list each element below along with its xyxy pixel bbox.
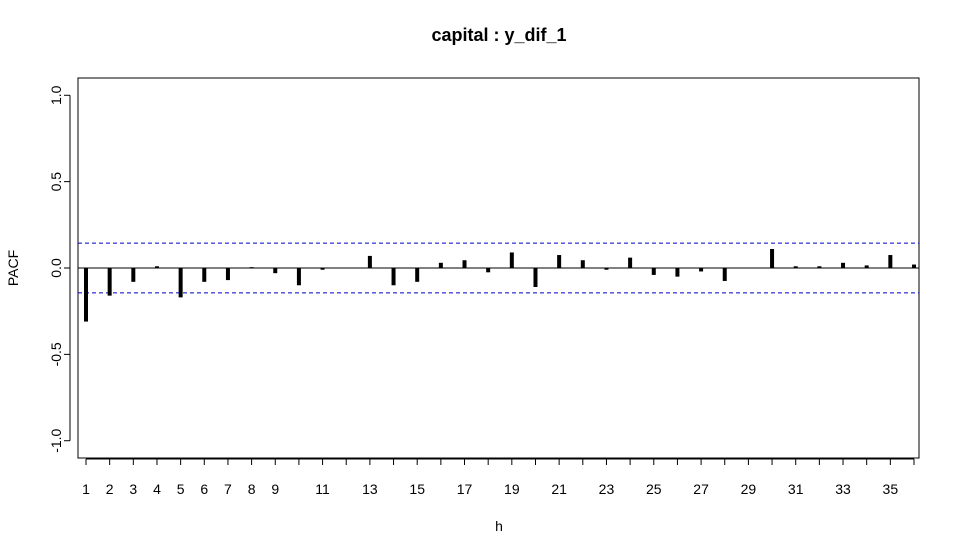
pacf-bar xyxy=(699,268,704,272)
x-tick-label: 9 xyxy=(271,481,279,497)
pacf-bar xyxy=(770,249,775,268)
x-tick-label: 5 xyxy=(177,481,185,497)
x-tick-label: 33 xyxy=(835,481,851,497)
x-tick-label: 7 xyxy=(224,481,232,497)
x-tick-label: 21 xyxy=(551,481,567,497)
x-tick-label: 13 xyxy=(362,481,378,497)
pacf-bar xyxy=(344,268,349,269)
pacf-bar xyxy=(296,268,301,286)
pacf-bar xyxy=(178,268,183,298)
pacf-bar xyxy=(628,257,633,268)
pacf-bar xyxy=(675,268,680,277)
pacf-bar xyxy=(320,268,325,270)
x-tick-label: 15 xyxy=(409,481,425,497)
pacf-bar xyxy=(249,267,254,268)
pacf-bar xyxy=(722,268,727,281)
pacf-bar xyxy=(746,268,751,269)
y-tick-label: 1.0 xyxy=(48,85,64,105)
pacf-bar xyxy=(509,252,514,268)
pacf-bar xyxy=(438,262,443,268)
pacf-bar xyxy=(486,268,491,273)
x-tick-label: 6 xyxy=(200,481,208,497)
pacf-bar xyxy=(154,266,159,268)
pacf-bar xyxy=(415,268,420,282)
x-axis-label: h xyxy=(495,518,503,534)
pacf-bar xyxy=(841,262,846,268)
pacf-bar xyxy=(84,268,88,322)
pacf-bar xyxy=(273,268,278,274)
x-tick-label: 31 xyxy=(788,481,804,497)
pacf-bar xyxy=(131,268,136,282)
pacf-bar xyxy=(793,266,798,268)
y-tick-label: -1.0 xyxy=(48,428,64,452)
y-tick-label: -0.5 xyxy=(48,342,64,366)
x-tick-label: 23 xyxy=(599,481,615,497)
pacf-bar xyxy=(888,255,893,268)
pacf-bar xyxy=(651,268,656,275)
x-tick-label: 35 xyxy=(883,481,899,497)
x-tick-label: 25 xyxy=(646,481,662,497)
pacf-bar xyxy=(817,266,822,268)
pacf-bar xyxy=(557,255,562,268)
pacf-bar xyxy=(604,268,609,270)
pacf-bar xyxy=(202,268,207,282)
x-tick-label: 8 xyxy=(248,481,256,497)
x-tick-label: 11 xyxy=(315,481,330,497)
x-tick-label: 27 xyxy=(693,481,709,497)
chart-title: capital : y_dif_1 xyxy=(431,25,566,45)
y-tick-label: 0.0 xyxy=(48,258,64,278)
y-axis-label: PACF xyxy=(5,250,21,286)
x-tick-label: 3 xyxy=(129,481,137,497)
pacf-bar xyxy=(864,265,869,268)
x-tick-label: 2 xyxy=(106,481,114,497)
x-tick-label: 17 xyxy=(457,481,473,497)
x-tick-label: 29 xyxy=(741,481,757,497)
pacf-bar xyxy=(107,268,112,296)
x-axis: 1 2 3 4 5 6 7 8 9 11 13 15 17 19 21 23 25 27 29 31 33 35 xyxy=(82,458,915,497)
pacf-bar xyxy=(391,268,396,286)
x-tick-label: 1 xyxy=(82,481,90,497)
x-tick-label: 4 xyxy=(153,481,161,497)
pacf-bar xyxy=(462,260,467,268)
pacf-bar xyxy=(580,260,585,268)
pacf-bar xyxy=(533,268,538,287)
pacf-bar xyxy=(912,264,916,268)
pacf-bar xyxy=(367,255,372,268)
x-tick-label: 19 xyxy=(504,481,520,497)
y-axis: -1.0 -0.5 0.0 0.5 1.0 xyxy=(48,85,71,453)
plot-area xyxy=(77,77,920,459)
pacf-bar xyxy=(225,268,230,281)
y-tick-label: 0.5 xyxy=(48,172,64,192)
